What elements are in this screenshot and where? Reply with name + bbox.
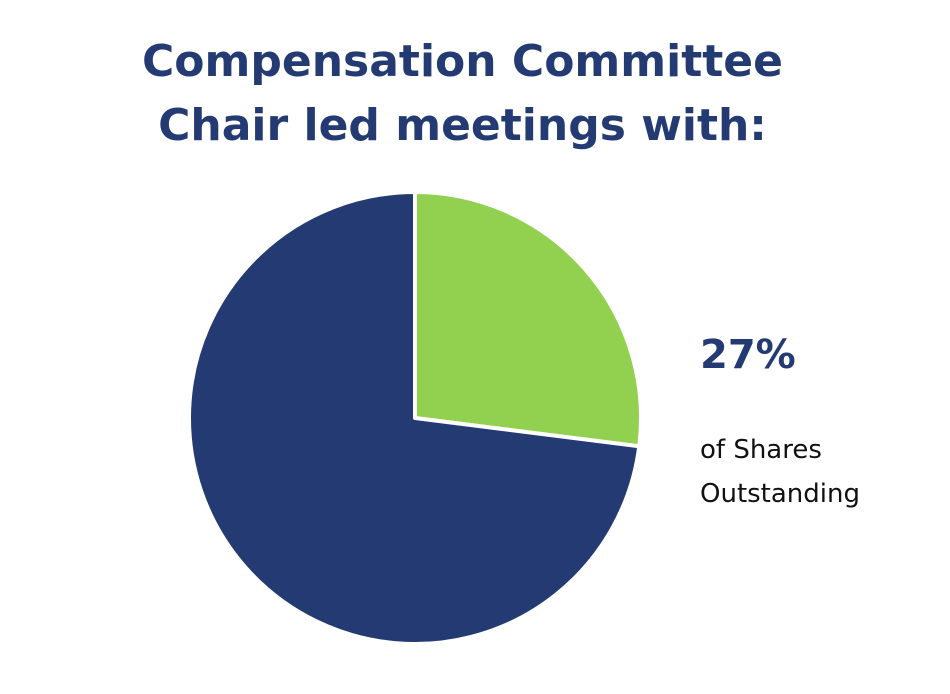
caption-line-2: Outstanding [700, 479, 860, 509]
highlight-caption: of Shares Outstanding [700, 428, 940, 516]
chart-title: Compensation Committee Chair led meeting… [0, 30, 925, 158]
caption-line-1: of Shares [700, 435, 822, 465]
highlight-percentage: 27% [700, 332, 796, 378]
chart-title-line-2: Chair led meetings with: [158, 100, 767, 151]
pie-slice-0 [413, 190, 643, 449]
pie-slice-1 [187, 190, 642, 646]
chart-title-line-1: Compensation Committee [142, 36, 783, 87]
